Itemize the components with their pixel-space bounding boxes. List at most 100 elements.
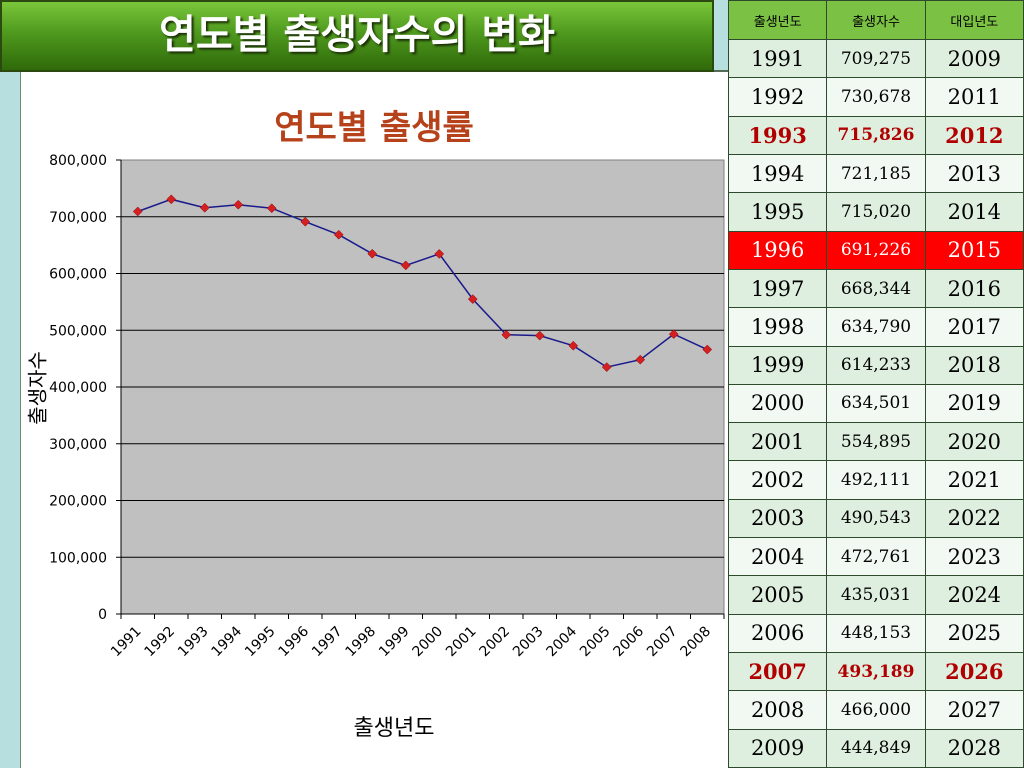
table-cell-entry-year: 2024 [924, 575, 1024, 615]
y-tick-label: 100,000 [49, 550, 107, 566]
table-cell-births: 715,826 [826, 115, 926, 155]
table-cell-entry-year: 2020 [924, 422, 1024, 462]
data-point-marker [333, 229, 344, 240]
data-point-marker [434, 249, 445, 259]
table-cell-birth-year: 1997 [727, 268, 828, 309]
data-point-marker [300, 216, 311, 227]
table-cell-births: 492,111 [826, 460, 926, 500]
table-cell-entry-year: 2009 [924, 38, 1024, 79]
table-row: 2000 634,501 2019 [727, 383, 1024, 424]
data-point-marker [601, 362, 612, 372]
y-tick-label: 500,000 [49, 323, 107, 339]
header-births: 출생자수 [826, 0, 926, 40]
table-cell-births: 490,543 [826, 498, 926, 539]
x-tick-label: 1991 [108, 624, 145, 661]
table-row: 1991 709,275 2009 [727, 38, 1024, 79]
data-point-marker [467, 294, 478, 304]
header-birth-year: 출생년도 [727, 0, 828, 40]
table-cell-entry-year: 2027 [924, 690, 1024, 730]
table-row: 1995 715,020 2014 [727, 192, 1024, 232]
data-point-marker [534, 330, 545, 341]
x-tick-label: 2001 [443, 624, 480, 661]
y-tick-label: 700,000 [49, 210, 107, 226]
table-cell-entry-year: 2023 [924, 537, 1024, 577]
table-cell-entry-year: 2016 [924, 268, 1024, 309]
table-cell-entry-year: 2025 [924, 613, 1024, 654]
table-row: 1994 721,185 2013 [727, 153, 1024, 194]
data-point-marker [199, 202, 210, 213]
table-cell-births: 493,189 [826, 651, 926, 692]
data-point-marker [702, 344, 713, 355]
table-cell-birth-year: 2002 [727, 460, 828, 500]
table-cell-birth-year: 2003 [727, 498, 828, 539]
table-cell-births: 709,275 [826, 38, 926, 79]
table-cell-birth-year: 2007 [727, 651, 828, 692]
y-tick-label: 0 [98, 607, 107, 623]
x-tick-label: 1997 [309, 624, 346, 661]
table-row: 2009 444,849 2028 [727, 728, 1024, 768]
table-cell-birth-year: 1998 [727, 307, 828, 347]
x-tick-label: 1995 [242, 624, 279, 661]
line-chart: 0 100,000 200,000 300,000 400,000 500,000 600,… [49, 153, 725, 661]
table-cell-entry-year: 2028 [924, 728, 1024, 768]
table-row: 1997 668,344 2016 [727, 268, 1024, 309]
table-cell-births: 554,895 [826, 422, 926, 462]
table-header-row: 출생년도 출생자수 대입년도 [727, 0, 1024, 40]
table-cell-birth-year: 1991 [727, 38, 828, 79]
x-tick-label: 2003 [510, 624, 547, 661]
data-point-marker [400, 260, 411, 271]
table-cell-entry-year: 2014 [924, 192, 1024, 232]
table-cell-births: 691,226 [826, 230, 926, 270]
table-cell-births: 634,790 [826, 307, 926, 347]
table-cell-birth-year: 1995 [727, 192, 828, 232]
table-cell-entry-year: 2021 [924, 460, 1024, 500]
table-cell-births: 715,020 [826, 192, 926, 232]
table-row: 2004 472,761 2023 [727, 537, 1024, 577]
data-point-marker [233, 199, 244, 210]
table-cell-births: 614,233 [826, 345, 926, 385]
left-margin-strip [0, 0, 20, 768]
table-row: 2002 492,111 2021 [727, 460, 1024, 500]
table-row: 1993 715,826 2012 [727, 115, 1024, 155]
x-tick-label: 2002 [477, 624, 514, 661]
data-point-marker [367, 248, 378, 259]
table-cell-births: 730,678 [826, 77, 926, 117]
table-row: 2006 448,153 2025 [727, 613, 1024, 654]
x-tick-label: 1999 [376, 624, 413, 661]
table-cell-births: 466,000 [826, 690, 926, 730]
y-tick-label: 800,000 [49, 153, 107, 169]
data-point-marker [568, 340, 579, 351]
table-cell-birth-year: 2008 [727, 690, 828, 730]
table-row: 1998 634,790 2017 [727, 307, 1024, 347]
y-tick-label: 400,000 [49, 380, 107, 396]
table-cell-birth-year: 2006 [727, 613, 828, 654]
table-cell-birth-year: 2001 [727, 422, 828, 462]
data-point-marker [166, 194, 177, 205]
table-cell-birth-year: 1992 [727, 77, 828, 117]
table-row: 2003 490,543 2022 [727, 498, 1024, 539]
table-cell-births: 634,501 [826, 383, 926, 424]
y-tick-label: 200,000 [49, 494, 107, 510]
table-cell-births: 721,185 [826, 153, 926, 194]
table-row: 1996 691,226 2015 [727, 230, 1024, 270]
title-banner [0, 0, 714, 72]
table-row: 2007 493,189 2026 [727, 651, 1024, 692]
table-cell-birth-year: 1993 [727, 115, 828, 155]
chart-title: 연도별 출생률 [274, 108, 474, 148]
x-tick-label: 2006 [611, 623, 648, 660]
table-cell-entry-year: 2012 [924, 115, 1024, 155]
y-tick-label: 600,000 [49, 267, 107, 283]
x-tick-label: 2007 [644, 624, 681, 661]
x-tick-label: 1996 [276, 623, 313, 660]
table-cell-birth-year: 1999 [727, 345, 828, 385]
data-point-marker [668, 329, 679, 339]
data-point-marker [132, 206, 143, 217]
table-cell-entry-year: 2018 [924, 345, 1024, 385]
table-cell-birth-year: 2005 [727, 575, 828, 615]
data-point-marker [501, 329, 512, 340]
table-cell-entry-year: 2017 [924, 307, 1024, 347]
data-point-marker [635, 354, 646, 365]
x-tick-label: 1994 [209, 623, 246, 660]
table-row: 1992 730,678 2011 [727, 77, 1024, 117]
table-cell-births: 668,344 [826, 268, 926, 309]
